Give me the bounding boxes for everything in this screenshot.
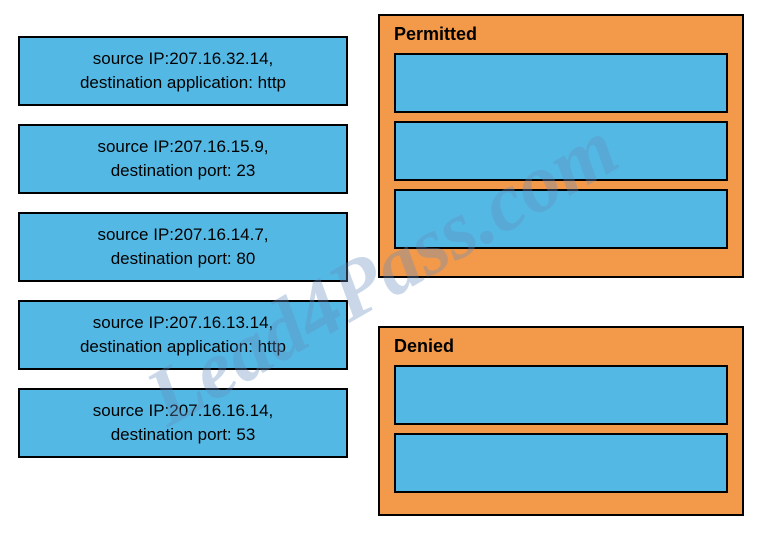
source-item-1-line1: source IP:207.16.32.14, [93,47,274,71]
permitted-zone[interactable]: Permitted [378,14,744,278]
source-item-3-line2: destination port: 80 [111,247,256,271]
source-item-4-line2: destination application: http [80,335,286,359]
source-item-2-line1: source IP:207.16.15.9, [97,135,268,159]
source-item-2[interactable]: source IP:207.16.15.9, destination port:… [18,124,348,194]
permitted-slot-3[interactable] [394,189,728,249]
source-item-5-line1: source IP:207.16.16.14, [93,399,274,423]
source-item-2-line2: destination port: 23 [111,159,256,183]
permitted-slot-1[interactable] [394,53,728,113]
denied-slot-2[interactable] [394,433,728,493]
source-item-5-line2: destination port: 53 [111,423,256,447]
permitted-slot-2[interactable] [394,121,728,181]
permitted-title: Permitted [394,24,728,45]
source-item-1[interactable]: source IP:207.16.32.14, destination appl… [18,36,348,106]
source-item-1-line2: destination application: http [80,71,286,95]
source-item-3[interactable]: source IP:207.16.14.7, destination port:… [18,212,348,282]
denied-title: Denied [394,336,728,357]
source-item-4-line1: source IP:207.16.13.14, [93,311,274,335]
denied-slot-1[interactable] [394,365,728,425]
source-item-5[interactable]: source IP:207.16.16.14, destination port… [18,388,348,458]
source-item-3-line1: source IP:207.16.14.7, [97,223,268,247]
denied-zone[interactable]: Denied [378,326,744,516]
source-item-4[interactable]: source IP:207.16.13.14, destination appl… [18,300,348,370]
